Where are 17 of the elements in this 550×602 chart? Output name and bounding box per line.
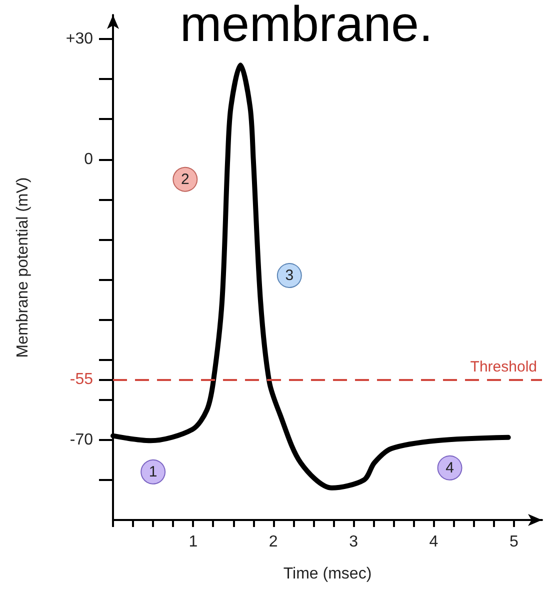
annotation: 1 [148,463,158,480]
x-tick-label: 4 [429,534,438,550]
x-tick-label: 3 [349,534,358,550]
x-tick-label: 2 [268,534,278,550]
annotation: 3 [285,267,294,284]
chart-title: membrane. [180,0,433,52]
ref-line-label: Threshold [470,358,537,376]
x-tick-label: 5 [509,534,518,550]
annotation: 4 [446,459,454,476]
y-tick-label: -70 [70,431,94,448]
y-tick-label: +30 [66,30,94,48]
x-axis-title: Time (msec) [283,566,372,582]
y-tick-label: 0 [84,150,94,168]
annotation: 2 [180,170,190,188]
y-axis-title: Membrane potential (mV) [14,177,32,358]
x-tick-label: 1 [188,534,198,550]
y-tick-label: -55 [70,371,94,388]
